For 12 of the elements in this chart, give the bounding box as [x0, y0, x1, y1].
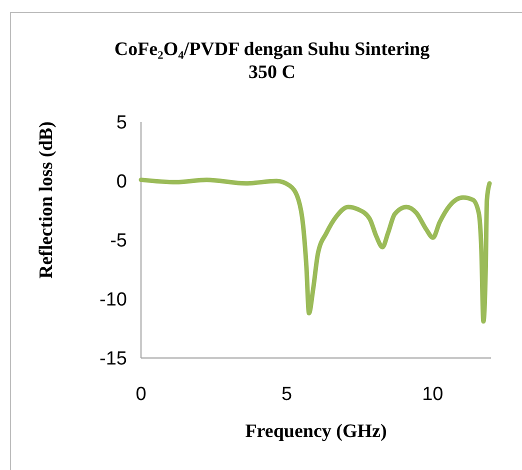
y-tick-label: -10 [100, 290, 127, 311]
y-tick-label: -15 [100, 348, 127, 370]
x-axis-title: Frequency (GHz) [245, 421, 387, 442]
x-tick-label: 5 [282, 384, 292, 405]
x-tick-label: 10 [422, 384, 444, 405]
line-series [138, 178, 492, 324]
chart-title: CoFe₂O₄/PVDF dengan Suhu Sintering 350 C [114, 39, 430, 83]
y-tick-label: 5 [116, 112, 127, 134]
y-axis-title: Reflection loss (dB) [36, 121, 57, 279]
y-tick-label: 0 [116, 172, 127, 193]
x-tick-label: 0 [136, 384, 146, 405]
y-tick-label: -5 [110, 230, 127, 252]
